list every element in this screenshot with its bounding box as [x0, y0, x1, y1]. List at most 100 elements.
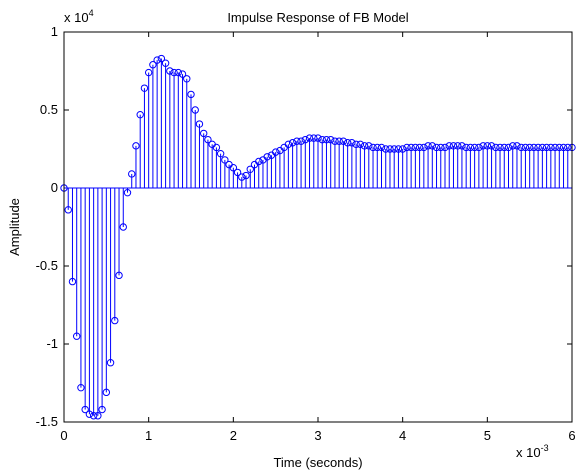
- stem-marker: [89, 412, 98, 420]
- stem-marker: [479, 142, 487, 150]
- stem-marker: [81, 405, 89, 414]
- stem-marker: [166, 67, 174, 75]
- stem-marker: [191, 106, 199, 114]
- stem-marker: [111, 316, 119, 325]
- stem-marker: [504, 143, 513, 152]
- stem-marker: [462, 143, 470, 152]
- stem-marker: [238, 173, 246, 181]
- y-tick-label: -1.5: [36, 414, 58, 429]
- plot-frame: [63, 31, 573, 423]
- stem-marker: [390, 145, 398, 153]
- stem-marker: [73, 332, 81, 340]
- stem-marker: [318, 135, 326, 144]
- stem-marker: [382, 145, 390, 153]
- stem-marker: [530, 143, 538, 152]
- stem-marker: [407, 143, 415, 152]
- y-tick-label: -1: [46, 336, 58, 351]
- stem-marker: [356, 140, 365, 149]
- stem-marker: [466, 143, 475, 152]
- stem-marker: [360, 142, 369, 150]
- stem-marker: [212, 143, 221, 152]
- y-tick-label: 0: [51, 180, 58, 195]
- x-tick-label: 6: [568, 428, 575, 443]
- stem-marker: [547, 143, 555, 152]
- stem-marker: [293, 137, 301, 145]
- stem-marker: [305, 134, 314, 142]
- stem-marker: [140, 84, 149, 92]
- stem-marker: [144, 68, 153, 77]
- stem-marker: [365, 142, 373, 150]
- stem-marker: [149, 61, 157, 69]
- stem-marker: [445, 142, 453, 150]
- stem-marker: [403, 143, 411, 152]
- x-multiplier-exponent: -3: [541, 443, 549, 453]
- stem-marker: [136, 110, 144, 119]
- stem-marker: [98, 405, 106, 414]
- stem-marker: [415, 143, 424, 152]
- stem-marker: [492, 143, 500, 152]
- y-axis-label: Amplitude: [7, 198, 22, 256]
- stem-marker: [369, 143, 377, 152]
- stem-marker: [271, 148, 280, 156]
- stem-marker: [496, 143, 504, 152]
- stem-marker: [441, 143, 449, 152]
- stem-marker: [454, 142, 462, 150]
- stem-marker: [322, 135, 331, 144]
- x-tick-label: 0: [60, 428, 67, 443]
- stem-marker: [538, 143, 547, 152]
- stem-marker: [343, 139, 352, 147]
- stem-marker: [216, 149, 225, 158]
- stem-marker: [500, 143, 508, 152]
- stem-marker: [314, 134, 322, 142]
- y-tick-label: 1: [51, 24, 58, 39]
- stem-marker: [487, 142, 496, 150]
- stem-marker: [555, 143, 563, 152]
- stem-marker: [242, 171, 250, 180]
- stem-marker: [119, 223, 127, 231]
- stem-marker: [339, 137, 348, 145]
- stem-marker: [153, 56, 161, 64]
- stem-marker: [68, 277, 77, 286]
- stem-marker: [94, 412, 102, 420]
- y-multiplier-exponent: 4: [89, 8, 94, 18]
- stem-marker: [483, 142, 492, 150]
- stem-marker: [424, 142, 432, 150]
- x-axis-label: Time (seconds): [273, 455, 362, 470]
- stem-marker: [437, 143, 445, 152]
- y-tick-label: 0.5: [40, 102, 58, 117]
- stem-marker: [106, 359, 115, 367]
- stem-marker: [521, 143, 530, 152]
- stem-marker: [394, 145, 403, 153]
- stem-marker: [420, 143, 428, 152]
- stem-marker: [229, 164, 238, 172]
- x-tick-label: 1: [145, 428, 152, 443]
- stem-marker: [170, 68, 178, 77]
- stem-marker: [551, 143, 559, 152]
- stem-marker: [204, 135, 212, 144]
- stem-marker: [475, 143, 483, 152]
- stem-marker: [432, 143, 441, 152]
- stem-marker: [310, 134, 318, 142]
- stem-marker: [161, 59, 170, 67]
- stem-marker: [123, 188, 132, 197]
- stem-marker: [157, 54, 166, 63]
- stem-marker: [128, 170, 136, 178]
- chart-title: Impulse Response of FB Model: [227, 10, 408, 25]
- stem-marker: [297, 137, 305, 145]
- x-tick-label: 4: [399, 428, 406, 443]
- stem-marker: [77, 383, 85, 392]
- stem-marker: [64, 206, 72, 214]
- stem-marker: [470, 143, 479, 152]
- stem-marker: [85, 410, 94, 418]
- y-multiplier: x 104: [64, 8, 94, 25]
- stem-marker: [513, 142, 521, 150]
- stem-marker: [255, 157, 263, 166]
- stem-marker: [517, 143, 525, 152]
- stem-marker: [331, 137, 339, 145]
- stem-marker: [233, 168, 242, 177]
- stem-marker: [559, 143, 568, 152]
- stem-marker: [174, 68, 183, 77]
- stem-marker: [102, 388, 111, 397]
